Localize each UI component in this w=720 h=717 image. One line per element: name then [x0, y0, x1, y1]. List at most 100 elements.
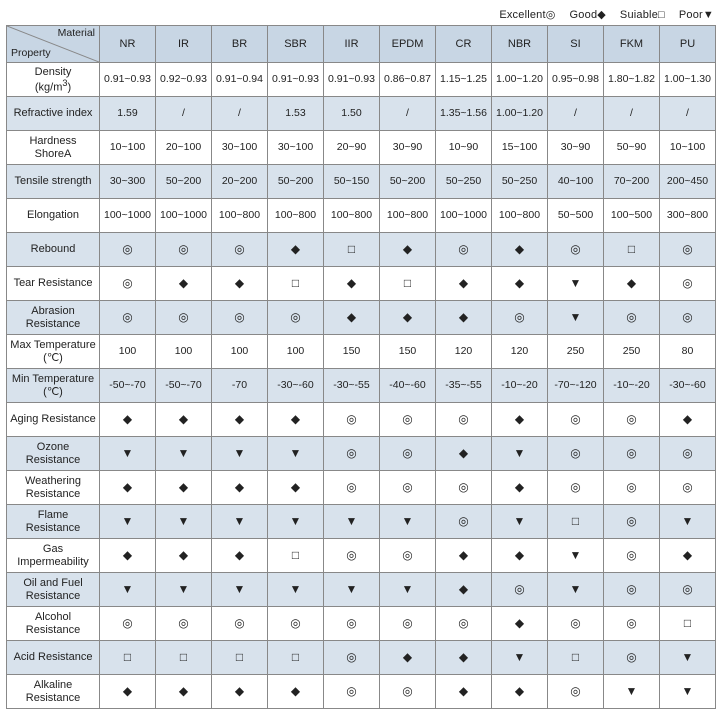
table-cell: 50~200 — [156, 165, 212, 199]
table-cell: 100~500 — [604, 199, 660, 233]
table-cell: 120 — [492, 335, 548, 369]
table-cell: ◎ — [604, 403, 660, 437]
table-cell: 1.59 — [100, 97, 156, 131]
table-cell: ◎ — [212, 607, 268, 641]
table-cell: ◆ — [156, 471, 212, 505]
table-cell: 80 — [660, 335, 716, 369]
table-cell: ◆ — [604, 267, 660, 301]
table-cell: ▼ — [156, 437, 212, 471]
table-cell: ◎ — [492, 573, 548, 607]
table-cell: ▼ — [212, 573, 268, 607]
table-cell: □ — [548, 505, 604, 539]
legend: Excellent◎Good◆Suiable□Poor▼ — [6, 8, 714, 21]
table-cell: □ — [156, 641, 212, 675]
table-cell: ◎ — [604, 437, 660, 471]
table-cell: ◎ — [268, 607, 324, 641]
table-cell: ◎ — [436, 233, 492, 267]
table-cell: 100 — [212, 335, 268, 369]
table-cell: ◆ — [492, 675, 548, 709]
table-cell: 100 — [156, 335, 212, 369]
table-cell: -50~-70 — [100, 369, 156, 403]
column-header: BR — [212, 26, 268, 63]
table-cell: □ — [268, 267, 324, 301]
table-cell: -30~-60 — [660, 369, 716, 403]
table-cell: 250 — [604, 335, 660, 369]
table-cell: 1.00~1.30 — [660, 63, 716, 97]
corner-bottom-label: Property — [11, 48, 51, 60]
table-row: WeatheringResistance◆◆◆◆◎◎◎◆◎◎◎ — [7, 471, 716, 505]
table-cell: ▼ — [660, 505, 716, 539]
table-cell: ◎ — [324, 675, 380, 709]
table-cell: 30~100 — [268, 131, 324, 165]
table-cell: 200~450 — [660, 165, 716, 199]
table-cell: ◎ — [548, 607, 604, 641]
table-cell: ▼ — [380, 573, 436, 607]
table-cell: ◆ — [492, 403, 548, 437]
table-cell: 100~800 — [380, 199, 436, 233]
table-cell: ◆ — [212, 539, 268, 573]
table-row: AlkalineResistance◆◆◆◆◎◎◆◆◎▼▼ — [7, 675, 716, 709]
table-cell: ◎ — [436, 471, 492, 505]
table-cell: / — [604, 97, 660, 131]
table-cell: ◆ — [492, 607, 548, 641]
table-cell: ▼ — [548, 267, 604, 301]
table-cell: ◆ — [436, 437, 492, 471]
row-header: Max Temperature(℃) — [7, 335, 100, 369]
table-cell: ◆ — [492, 233, 548, 267]
table-cell: □ — [380, 267, 436, 301]
table-cell: ▼ — [324, 573, 380, 607]
table-cell: ◎ — [380, 437, 436, 471]
table-cell: ▼ — [548, 539, 604, 573]
table-cell: 30~90 — [380, 131, 436, 165]
corner-top-label: Material — [58, 28, 95, 40]
table-cell: / — [212, 97, 268, 131]
table-cell: ◆ — [268, 233, 324, 267]
table-cell: ◎ — [604, 607, 660, 641]
table-cell: -35~-55 — [436, 369, 492, 403]
row-header: Density(kg/m3) — [7, 63, 100, 97]
table-cell: 150 — [324, 335, 380, 369]
legend-item: Excellent◎ — [499, 9, 555, 21]
table-cell: 100 — [268, 335, 324, 369]
table-cell: ▼ — [212, 437, 268, 471]
table-cell: 0.95~0.98 — [548, 63, 604, 97]
row-header: Aging Resistance — [7, 403, 100, 437]
table-cell: 50~250 — [492, 165, 548, 199]
table-cell: ◆ — [268, 471, 324, 505]
table-cell: ◎ — [156, 607, 212, 641]
table-cell: ◎ — [380, 675, 436, 709]
table-cell: 20~200 — [212, 165, 268, 199]
table-cell: ◆ — [492, 539, 548, 573]
table-cell: ◆ — [436, 267, 492, 301]
table-cell: 20~100 — [156, 131, 212, 165]
table-cell: ▼ — [100, 437, 156, 471]
table-cell: 30~100 — [212, 131, 268, 165]
table-cell: ◎ — [324, 607, 380, 641]
table-cell: ◆ — [156, 403, 212, 437]
column-header: IIR — [324, 26, 380, 63]
table-cell: ◆ — [100, 539, 156, 573]
table-cell: ◎ — [660, 573, 716, 607]
table-cell: ▼ — [492, 437, 548, 471]
corner-cell: Material Property — [7, 26, 100, 63]
table-cell: 100~800 — [324, 199, 380, 233]
table-cell: / — [156, 97, 212, 131]
column-header: IR — [156, 26, 212, 63]
table-cell: ▼ — [212, 505, 268, 539]
table-cell: ◆ — [380, 233, 436, 267]
table-cell: ◎ — [604, 301, 660, 335]
table-cell: 100 — [100, 335, 156, 369]
table-row: Tear Resistance◎◆◆□◆□◆◆▼◆◎ — [7, 267, 716, 301]
table-cell: ◎ — [324, 403, 380, 437]
table-cell: □ — [604, 233, 660, 267]
table-cell: ◎ — [548, 233, 604, 267]
table-cell: ▼ — [492, 641, 548, 675]
table-cell: 50~200 — [380, 165, 436, 199]
table-cell: / — [660, 97, 716, 131]
column-header: PU — [660, 26, 716, 63]
row-header: Hardness ShoreA — [7, 131, 100, 165]
table-cell: -10~-20 — [492, 369, 548, 403]
table-row: GasImpermeability◆◆◆□◎◎◆◆▼◎◆ — [7, 539, 716, 573]
table-cell: ◆ — [212, 471, 268, 505]
table-cell: 0.92~0.93 — [156, 63, 212, 97]
